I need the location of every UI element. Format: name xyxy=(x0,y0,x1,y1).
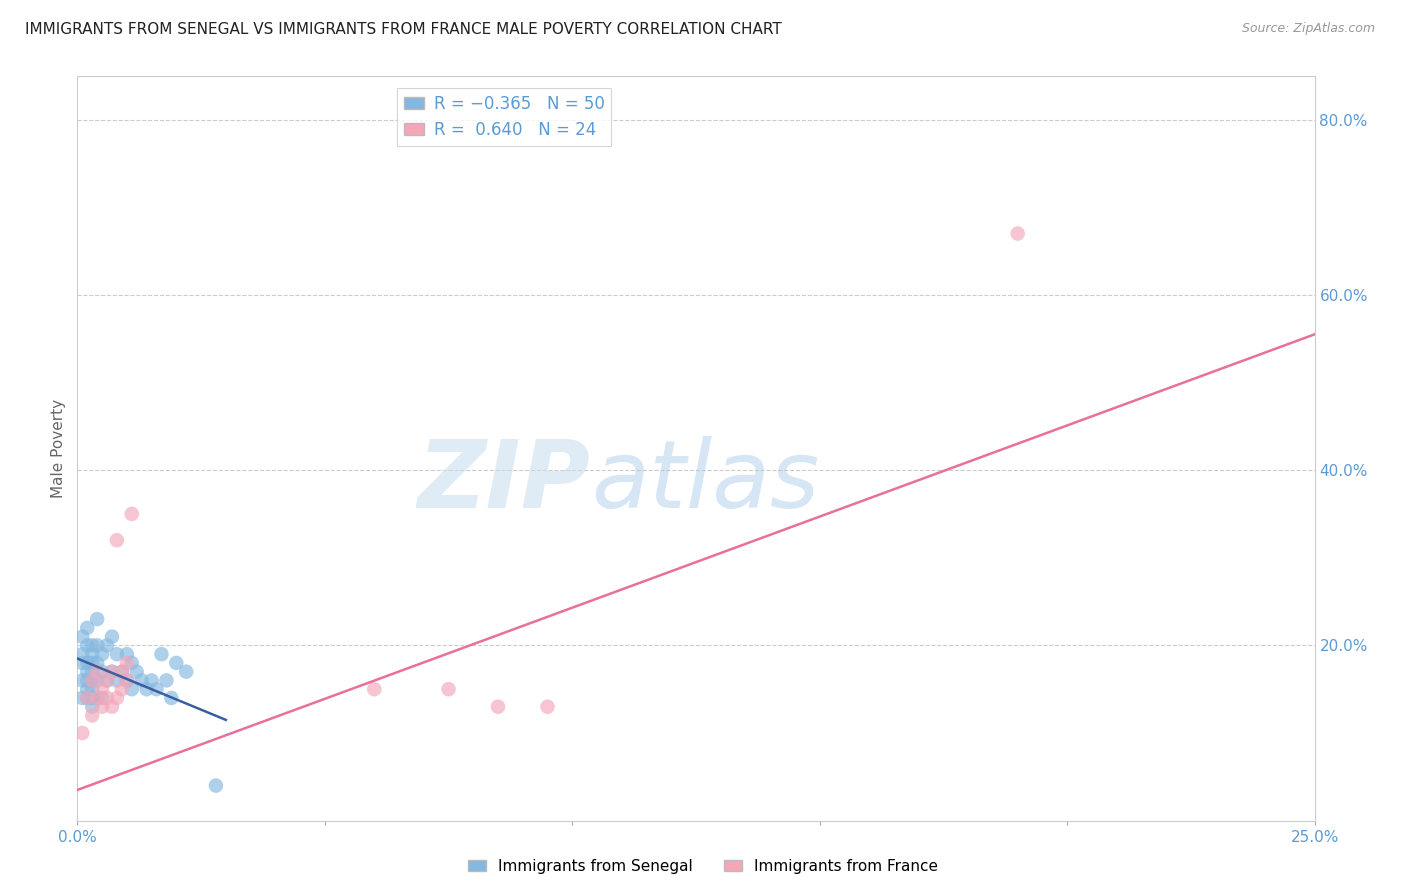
Point xyxy=(82,673,104,688)
Point xyxy=(82,708,104,723)
Point xyxy=(82,639,104,653)
Point xyxy=(111,665,134,679)
Point xyxy=(121,656,143,670)
Point xyxy=(115,647,138,661)
Point xyxy=(111,682,134,697)
Point xyxy=(76,690,98,705)
Point xyxy=(91,647,114,661)
Text: ZIP: ZIP xyxy=(418,436,591,528)
Point xyxy=(76,682,98,697)
Point xyxy=(82,690,104,705)
Point xyxy=(82,699,104,714)
Point xyxy=(121,682,143,697)
Point xyxy=(363,682,385,697)
Point xyxy=(115,673,138,688)
Point xyxy=(121,507,143,521)
Text: Source: ZipAtlas.com: Source: ZipAtlas.com xyxy=(1241,22,1375,36)
Point xyxy=(101,630,124,644)
Point xyxy=(91,665,114,679)
Point xyxy=(72,647,94,661)
Point xyxy=(86,612,108,626)
Point xyxy=(82,656,104,670)
Point xyxy=(96,673,118,688)
Point xyxy=(105,533,128,548)
Point xyxy=(72,630,94,644)
Point xyxy=(115,656,138,670)
Point xyxy=(115,673,138,688)
Point xyxy=(536,699,558,714)
Point xyxy=(1007,227,1029,241)
Point xyxy=(96,690,118,705)
Point xyxy=(101,665,124,679)
Point xyxy=(437,682,460,697)
Point xyxy=(72,726,94,740)
Point xyxy=(105,647,128,661)
Point xyxy=(91,699,114,714)
Point xyxy=(91,682,114,697)
Point xyxy=(86,690,108,705)
Point xyxy=(135,682,157,697)
Point xyxy=(76,656,98,670)
Point xyxy=(486,699,509,714)
Point xyxy=(165,656,187,670)
Text: IMMIGRANTS FROM SENEGAL VS IMMIGRANTS FROM FRANCE MALE POVERTY CORRELATION CHART: IMMIGRANTS FROM SENEGAL VS IMMIGRANTS FR… xyxy=(25,22,782,37)
Point xyxy=(86,673,108,688)
Point xyxy=(76,690,98,705)
Text: atlas: atlas xyxy=(591,436,820,527)
Point xyxy=(105,690,128,705)
Point xyxy=(125,665,148,679)
Point xyxy=(82,682,104,697)
Point xyxy=(72,656,94,670)
Legend: R = −0.365   N = 50, R =  0.640   N = 24: R = −0.365 N = 50, R = 0.640 N = 24 xyxy=(396,88,612,145)
Point xyxy=(91,690,114,705)
Point xyxy=(86,639,108,653)
Point xyxy=(131,673,153,688)
Point xyxy=(105,673,128,688)
Point xyxy=(86,665,108,679)
Y-axis label: Male Poverty: Male Poverty xyxy=(51,399,66,498)
Point xyxy=(205,779,228,793)
Point xyxy=(96,673,118,688)
Point xyxy=(111,665,134,679)
Point xyxy=(155,673,177,688)
Point xyxy=(101,665,124,679)
Point xyxy=(72,673,94,688)
Point xyxy=(76,621,98,635)
Point xyxy=(96,639,118,653)
Point xyxy=(72,690,94,705)
Point xyxy=(101,699,124,714)
Point xyxy=(76,639,98,653)
Point xyxy=(86,690,108,705)
Point xyxy=(145,682,167,697)
Point xyxy=(76,665,98,679)
Point xyxy=(141,673,163,688)
Legend: Immigrants from Senegal, Immigrants from France: Immigrants from Senegal, Immigrants from… xyxy=(461,853,945,880)
Point xyxy=(86,656,108,670)
Point xyxy=(150,647,173,661)
Point xyxy=(82,673,104,688)
Point xyxy=(76,673,98,688)
Point xyxy=(82,665,104,679)
Point xyxy=(160,690,183,705)
Point xyxy=(82,647,104,661)
Point xyxy=(174,665,197,679)
